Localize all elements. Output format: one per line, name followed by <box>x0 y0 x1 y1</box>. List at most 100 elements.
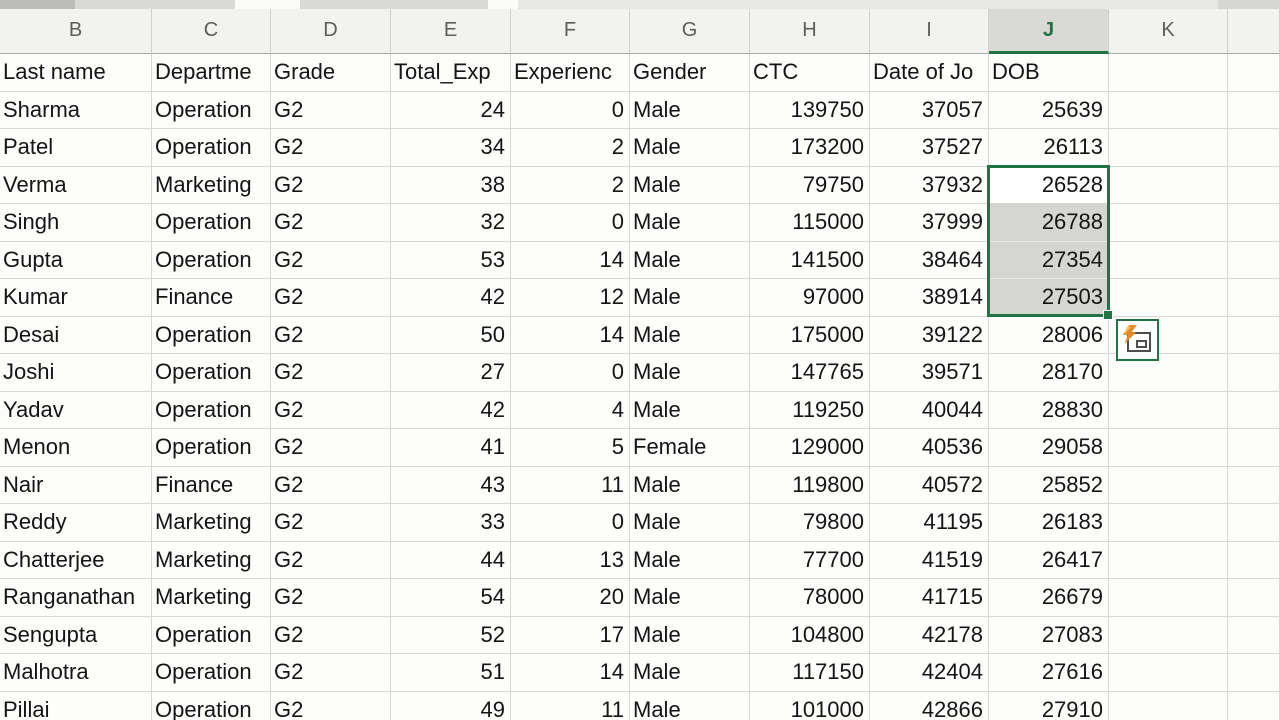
cell-last-name[interactable]: Chatterjee <box>0 541 152 579</box>
cell-date-of-joining[interactable]: 40572 <box>870 466 989 504</box>
cell-ctc[interactable]: 101000 <box>750 691 870 720</box>
cell-last-name[interactable]: Sengupta <box>0 616 152 654</box>
cell-gender[interactable]: Male <box>630 241 750 279</box>
column-header-F[interactable]: F <box>511 9 630 54</box>
cell-experience[interactable]: 14 <box>511 654 630 692</box>
cell-total-exp[interactable]: 43 <box>391 466 511 504</box>
cell-department[interactable]: Marketing <box>152 579 271 617</box>
cell-experience[interactable]: Experienc <box>511 54 630 92</box>
cell-grade[interactable]: G2 <box>271 241 391 279</box>
cell-ctc[interactable]: 117150 <box>750 654 870 692</box>
cell-date-of-joining[interactable]: 40044 <box>870 391 989 429</box>
cell-ctc[interactable]: 115000 <box>750 204 870 242</box>
cell-grade[interactable]: G2 <box>271 654 391 692</box>
cell-last-name[interactable]: Patel <box>0 129 152 167</box>
cell-empty-l[interactable] <box>1228 466 1280 504</box>
fill-handle[interactable] <box>1103 310 1113 320</box>
cell-date-of-joining[interactable]: 37999 <box>870 204 989 242</box>
cell-total-exp[interactable]: 32 <box>391 204 511 242</box>
cell-experience[interactable]: 0 <box>511 354 630 392</box>
cell-total-exp[interactable]: 52 <box>391 616 511 654</box>
cell-department[interactable]: Finance <box>152 279 271 317</box>
cell-experience[interactable]: 0 <box>511 504 630 542</box>
cell-gender[interactable]: Male <box>630 204 750 242</box>
cell-empty-l[interactable] <box>1228 691 1280 720</box>
column-header-G[interactable]: G <box>630 9 750 54</box>
cell-total-exp[interactable]: 33 <box>391 504 511 542</box>
cell-gender[interactable]: Male <box>630 354 750 392</box>
cell-empty-l[interactable] <box>1228 429 1280 467</box>
cell-experience[interactable]: 5 <box>511 429 630 467</box>
cell-grade[interactable]: G2 <box>271 129 391 167</box>
cell-grade[interactable]: G2 <box>271 466 391 504</box>
cell-empty-l[interactable] <box>1228 541 1280 579</box>
cell-ctc[interactable]: 175000 <box>750 316 870 354</box>
cell-dob[interactable]: 26528 <box>989 166 1109 204</box>
column-header-partial[interactable] <box>1228 9 1280 54</box>
cell-dob[interactable]: 28170 <box>989 354 1109 392</box>
cell-empty-l[interactable] <box>1228 279 1280 317</box>
cell-grade[interactable]: G2 <box>271 391 391 429</box>
cell-ctc[interactable]: 78000 <box>750 579 870 617</box>
cell-dob[interactable]: 28830 <box>989 391 1109 429</box>
cell-grade[interactable]: G2 <box>271 354 391 392</box>
column-header-C[interactable]: C <box>152 9 271 54</box>
cell-gender[interactable]: Male <box>630 279 750 317</box>
cell-department[interactable]: Operation <box>152 316 271 354</box>
cell-grade[interactable]: G2 <box>271 691 391 720</box>
cell-department[interactable]: Marketing <box>152 166 271 204</box>
cell-date-of-joining[interactable]: 37527 <box>870 129 989 167</box>
cell-date-of-joining[interactable]: 41195 <box>870 504 989 542</box>
cell-gender[interactable]: Male <box>630 316 750 354</box>
cell-grade[interactable]: Grade <box>271 54 391 92</box>
cell-experience[interactable]: 20 <box>511 579 630 617</box>
cell-empty-k[interactable] <box>1109 204 1228 242</box>
cell-grade[interactable]: G2 <box>271 316 391 354</box>
cell-gender[interactable]: Male <box>630 91 750 129</box>
cell-empty-k[interactable] <box>1109 241 1228 279</box>
cell-empty-k[interactable] <box>1109 616 1228 654</box>
cell-total-exp[interactable]: 44 <box>391 541 511 579</box>
cell-empty-k[interactable] <box>1109 91 1228 129</box>
cell-ctc[interactable]: 104800 <box>750 616 870 654</box>
cell-dob[interactable]: 25639 <box>989 91 1109 129</box>
column-header-K[interactable]: K <box>1109 9 1228 54</box>
cell-experience[interactable]: 13 <box>511 541 630 579</box>
cell-ctc[interactable]: 97000 <box>750 279 870 317</box>
cell-last-name[interactable]: Verma <box>0 166 152 204</box>
cell-empty-l[interactable] <box>1228 316 1280 354</box>
cell-experience[interactable]: 4 <box>511 391 630 429</box>
cell-last-name[interactable]: Nair <box>0 466 152 504</box>
cell-total-exp[interactable]: 42 <box>391 391 511 429</box>
cell-gender[interactable]: Male <box>630 391 750 429</box>
cell-grade[interactable]: G2 <box>271 541 391 579</box>
cell-gender[interactable]: Male <box>630 504 750 542</box>
cell-empty-k[interactable] <box>1109 166 1228 204</box>
cell-ctc[interactable]: 79800 <box>750 504 870 542</box>
cell-gender[interactable]: Male <box>630 541 750 579</box>
cell-gender[interactable]: Male <box>630 166 750 204</box>
cell-empty-k[interactable] <box>1109 504 1228 542</box>
cell-total-exp[interactable]: 41 <box>391 429 511 467</box>
cell-department[interactable]: Operation <box>152 354 271 392</box>
cell-ctc[interactable]: 77700 <box>750 541 870 579</box>
cell-gender[interactable]: Male <box>630 466 750 504</box>
cell-last-name[interactable]: Yadav <box>0 391 152 429</box>
cell-gender[interactable]: Male <box>630 579 750 617</box>
cell-total-exp[interactable]: 50 <box>391 316 511 354</box>
cell-dob[interactable]: 27354 <box>989 241 1109 279</box>
cell-ctc[interactable]: 139750 <box>750 91 870 129</box>
cell-date-of-joining[interactable]: 38464 <box>870 241 989 279</box>
cell-last-name[interactable]: Gupta <box>0 241 152 279</box>
cell-total-exp[interactable]: 49 <box>391 691 511 720</box>
cell-last-name[interactable]: Singh <box>0 204 152 242</box>
cell-gender[interactable]: Female <box>630 429 750 467</box>
cell-empty-k[interactable] <box>1109 279 1228 317</box>
cell-date-of-joining[interactable]: 40536 <box>870 429 989 467</box>
cell-department[interactable]: Finance <box>152 466 271 504</box>
cell-grade[interactable]: G2 <box>271 166 391 204</box>
quick-analysis-button[interactable] <box>1116 319 1159 361</box>
cell-date-of-joining[interactable]: 42404 <box>870 654 989 692</box>
cell-experience[interactable]: 14 <box>511 241 630 279</box>
cell-last-name[interactable]: Ranganathan <box>0 579 152 617</box>
